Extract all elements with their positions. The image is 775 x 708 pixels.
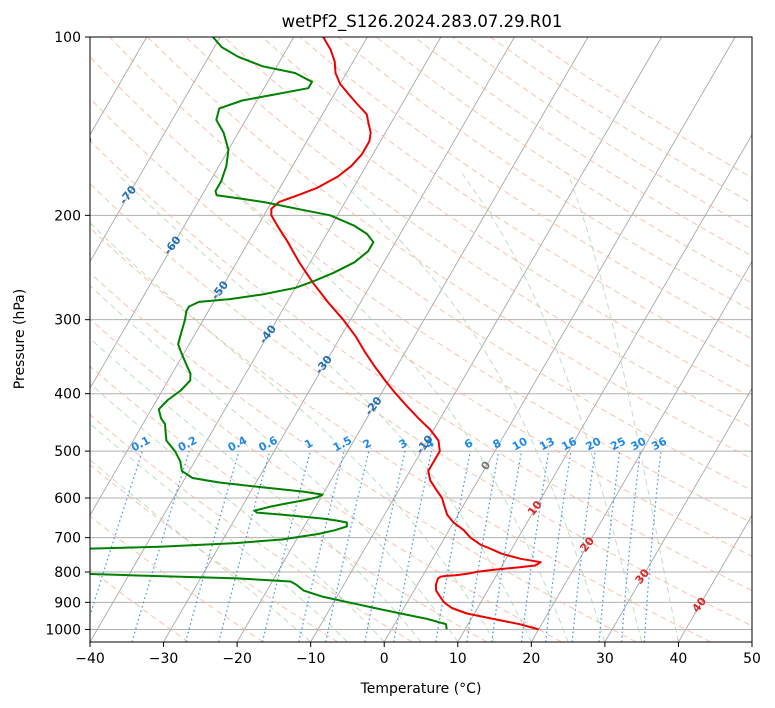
mixing-ratio-line xyxy=(435,450,471,642)
dry-adiabat-line xyxy=(90,56,752,524)
dry-adiabat-line xyxy=(90,318,562,642)
isotherm-line xyxy=(236,37,589,642)
mixing-ratio-line xyxy=(364,450,406,642)
mixing-ratio-line xyxy=(261,450,311,642)
mixing-ratio-line xyxy=(218,450,271,642)
mixing-ratio-line xyxy=(598,451,621,642)
moist-adiabat-line xyxy=(90,423,348,642)
isotherm-line xyxy=(90,37,295,390)
x-tick-label: −20 xyxy=(222,651,252,667)
isotherm-line xyxy=(457,133,752,642)
isotherm-line xyxy=(604,387,752,642)
dry-adiabat-line xyxy=(185,37,752,429)
dry-adiabat-line xyxy=(223,37,752,399)
mixing-ratio-label: 25 xyxy=(608,435,628,454)
mixing-ratio-line xyxy=(325,450,370,642)
mixing-ratio-line xyxy=(545,451,572,642)
y-tick-label: 500 xyxy=(54,444,81,460)
mixing-ratio-line xyxy=(466,450,500,642)
moist-adiabat-line xyxy=(332,173,606,642)
moist-adiabat-line xyxy=(90,284,459,642)
dry-adiabat-line xyxy=(490,37,752,204)
isotherm-line xyxy=(163,37,515,642)
y-tick-label: 1000 xyxy=(45,622,81,638)
y-tick-label: 400 xyxy=(54,387,81,403)
mixing-ratio-label: 30 xyxy=(629,435,649,454)
dry-adiabat-line xyxy=(90,183,752,627)
x-tick-label: −10 xyxy=(296,651,326,667)
axes-layer: −40 −30 −20 −10 0 10 20 30 40 50 100 200 300 400 500 60… xyxy=(45,30,761,667)
dry-adiabat-line xyxy=(261,37,752,369)
moist-adiabat-line xyxy=(90,222,496,642)
mixing-ratio-label: 20 xyxy=(584,435,604,454)
isotherm-line xyxy=(90,37,221,263)
moist-adiabat-line xyxy=(461,173,643,642)
mixing-ratio-line xyxy=(621,451,641,642)
dry-adiabat-line xyxy=(90,515,264,642)
y-tick-label: 900 xyxy=(54,595,81,611)
dry-adiabat-line xyxy=(528,37,752,179)
isotherm-line xyxy=(678,514,752,642)
moist-adiabat-line xyxy=(212,173,569,642)
y-axis-title: Pressure (hPa) xyxy=(12,289,28,389)
mixing-ratio-line xyxy=(90,450,143,618)
mixing-ratio-label: 13 xyxy=(537,435,557,454)
dewpoint-profile-line xyxy=(90,37,448,630)
dry-adiabat-line xyxy=(90,227,712,642)
y-tick-label: 800 xyxy=(54,565,81,581)
dry-adiabat-line xyxy=(90,464,339,642)
mixing-ratio-line xyxy=(393,450,433,642)
moist-adiabat-line xyxy=(90,337,422,642)
mixing-ratio-label: 36 xyxy=(649,435,669,454)
y-tick-label: 300 xyxy=(54,313,81,329)
x-tick-label: 0 xyxy=(380,651,389,667)
isotherm-line xyxy=(530,260,752,642)
isotherm-line xyxy=(90,37,368,517)
mixing-ratio-label: 10 xyxy=(510,435,530,454)
x-tick-label: 40 xyxy=(670,651,688,667)
dry-adiabat-line xyxy=(90,97,752,557)
dry-adiabat-line xyxy=(109,37,752,492)
mixing-ratio-label: 16 xyxy=(559,435,579,454)
moist-adiabat-line xyxy=(90,383,385,642)
x-tick-label: 50 xyxy=(743,651,761,667)
mixing-ratio-line xyxy=(491,450,523,642)
x-tick-label: −30 xyxy=(149,651,179,667)
y-tick-label: 200 xyxy=(54,208,81,224)
mixing-ratio-line xyxy=(643,451,662,642)
x-tick-label: 10 xyxy=(449,651,467,667)
temperature-profile-line xyxy=(270,37,542,631)
isotherm-line xyxy=(383,37,736,642)
dry-adiabat-line xyxy=(413,37,752,257)
x-axis-title: Temperature (°C) xyxy=(360,681,482,697)
mixing-ratio-line xyxy=(520,451,550,642)
dry-adiabat-line xyxy=(90,365,488,642)
y-tick-label: 600 xyxy=(54,491,81,507)
mixing-ratio-line xyxy=(298,450,345,642)
moist-adiabat-line xyxy=(116,173,532,642)
dry-adiabat-line xyxy=(90,139,752,592)
x-tick-label: 30 xyxy=(596,651,614,667)
x-tick-label: −40 xyxy=(75,651,105,667)
x-tick-label: 20 xyxy=(522,651,540,667)
isotherm-line xyxy=(90,37,442,642)
mixing-ratio-line xyxy=(185,450,240,642)
mixing-ratio-line xyxy=(571,451,596,642)
plot-frame xyxy=(89,36,753,643)
moist-adiabat-line xyxy=(567,173,679,642)
y-tick-label: 700 xyxy=(54,531,81,547)
y-tick-label: 100 xyxy=(54,30,81,46)
chart-title: wetPf2_S126.2024.283.07.29.R01 xyxy=(282,12,563,32)
dry-adiabat-line xyxy=(452,37,752,230)
